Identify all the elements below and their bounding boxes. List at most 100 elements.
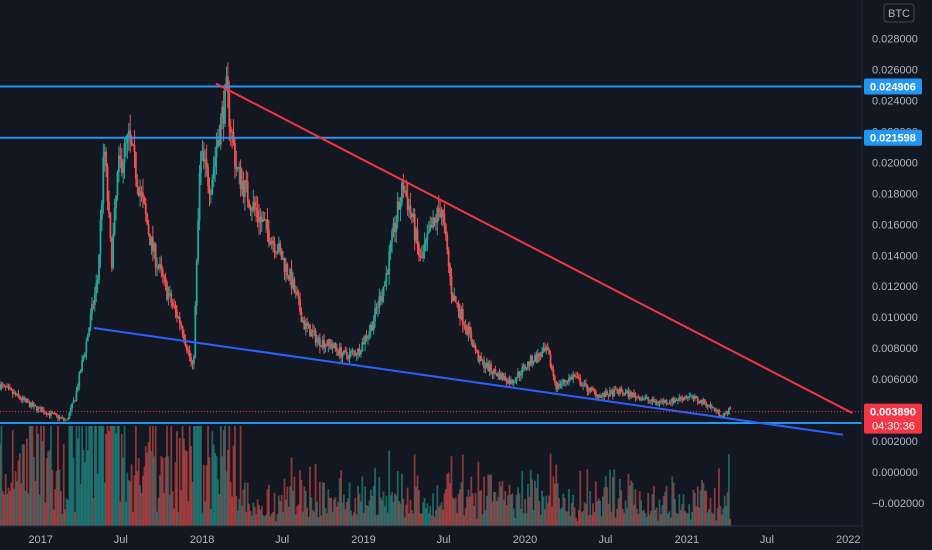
candle-body [359, 351, 362, 355]
volume-bar [58, 469, 61, 526]
volume-bar [510, 494, 512, 526]
currency-button[interactable]: BTC [883, 3, 915, 23]
candle-body [358, 348, 361, 355]
candle-body [412, 213, 415, 218]
time-axis-panel[interactable] [0, 526, 862, 550]
candle-body [149, 234, 151, 246]
candle-body [628, 392, 631, 397]
volume-bar [7, 487, 10, 526]
volume-bar [692, 489, 695, 526]
volume-bar [491, 501, 494, 526]
candle-body [508, 379, 511, 384]
candle-body [7, 386, 10, 388]
candle-body [484, 367, 487, 369]
candle-body [575, 376, 577, 378]
volume-bar [266, 488, 269, 526]
candle-body [85, 341, 88, 353]
support-trendline[interactable] [93, 326, 844, 436]
candle-body [197, 220, 200, 261]
volume-bar [590, 514, 593, 526]
candle-body [173, 305, 175, 306]
candle-body [689, 396, 692, 397]
candle-body [323, 339, 326, 348]
volume-bar [177, 511, 180, 526]
volume-bar [555, 464, 558, 526]
candle-body [219, 117, 222, 145]
volume-bar [35, 426, 38, 526]
candle-body [126, 135, 129, 143]
candle-body [556, 383, 559, 390]
resistance-trendline[interactable] [215, 82, 853, 414]
volume-bar [551, 506, 553, 526]
volume-bar [327, 489, 330, 526]
volume-bar [579, 470, 582, 526]
candle-body [384, 281, 386, 287]
volume-bar [277, 495, 280, 526]
currency-button-box[interactable] [883, 3, 915, 23]
volume-bar [64, 509, 67, 526]
candle-body [200, 151, 202, 173]
candle-body [408, 205, 410, 210]
candle-body [681, 398, 684, 401]
volume-bar [126, 472, 129, 526]
volume-bar [473, 505, 476, 526]
candle-body [67, 419, 69, 420]
volume-bar [665, 485, 668, 526]
candle-body [109, 213, 112, 238]
volume-bar [381, 500, 384, 526]
candle-body [618, 388, 621, 395]
volume-bar [296, 506, 299, 526]
volume-bar [463, 515, 466, 526]
drawing-layer[interactable] [0, 82, 862, 436]
volume-bar [300, 479, 303, 526]
volume-bar [449, 483, 451, 526]
candle-body [82, 356, 85, 361]
candle-body [454, 296, 457, 303]
volume-bar [306, 507, 309, 526]
candle-body [381, 296, 384, 302]
volume-bar [67, 500, 69, 526]
volume-bar [168, 495, 171, 526]
candle-body [156, 267, 158, 268]
candle-body [573, 374, 576, 377]
volume-bar [38, 494, 41, 526]
volume-bar [236, 510, 239, 526]
candle-body [468, 326, 471, 333]
candle-body [369, 324, 372, 332]
candle-body [75, 390, 78, 401]
volume-bar [263, 516, 266, 526]
candle-body [660, 401, 662, 403]
candle-body [260, 217, 263, 222]
candle-body [713, 407, 716, 411]
candle-body [650, 400, 652, 402]
volume-bar [314, 463, 317, 526]
volume-bar [344, 509, 347, 526]
candle-body [78, 373, 81, 387]
candle-body [592, 388, 594, 391]
candle-body [538, 353, 541, 357]
candle-body [630, 392, 633, 398]
candle-body [590, 387, 593, 389]
volume-bar [270, 513, 273, 526]
volume-bar [444, 489, 447, 526]
volume-bar [720, 514, 723, 526]
candle-body [184, 340, 187, 346]
volume-bar [246, 482, 249, 526]
candle-body [58, 417, 61, 419]
volume-bar [234, 426, 236, 526]
volume-bar [710, 512, 713, 526]
candle-body [456, 302, 459, 305]
candle-body [645, 397, 648, 399]
volume-bar [272, 511, 275, 526]
candle-body [559, 385, 562, 387]
volume-bar [651, 494, 654, 526]
candle-body [488, 364, 491, 372]
candle-body [262, 219, 265, 222]
candle-body [439, 212, 442, 218]
candle-body [335, 347, 338, 351]
volume-bar [132, 512, 134, 526]
volume-bar [61, 514, 64, 526]
candle-body [425, 239, 427, 245]
volume-bar [563, 498, 566, 526]
